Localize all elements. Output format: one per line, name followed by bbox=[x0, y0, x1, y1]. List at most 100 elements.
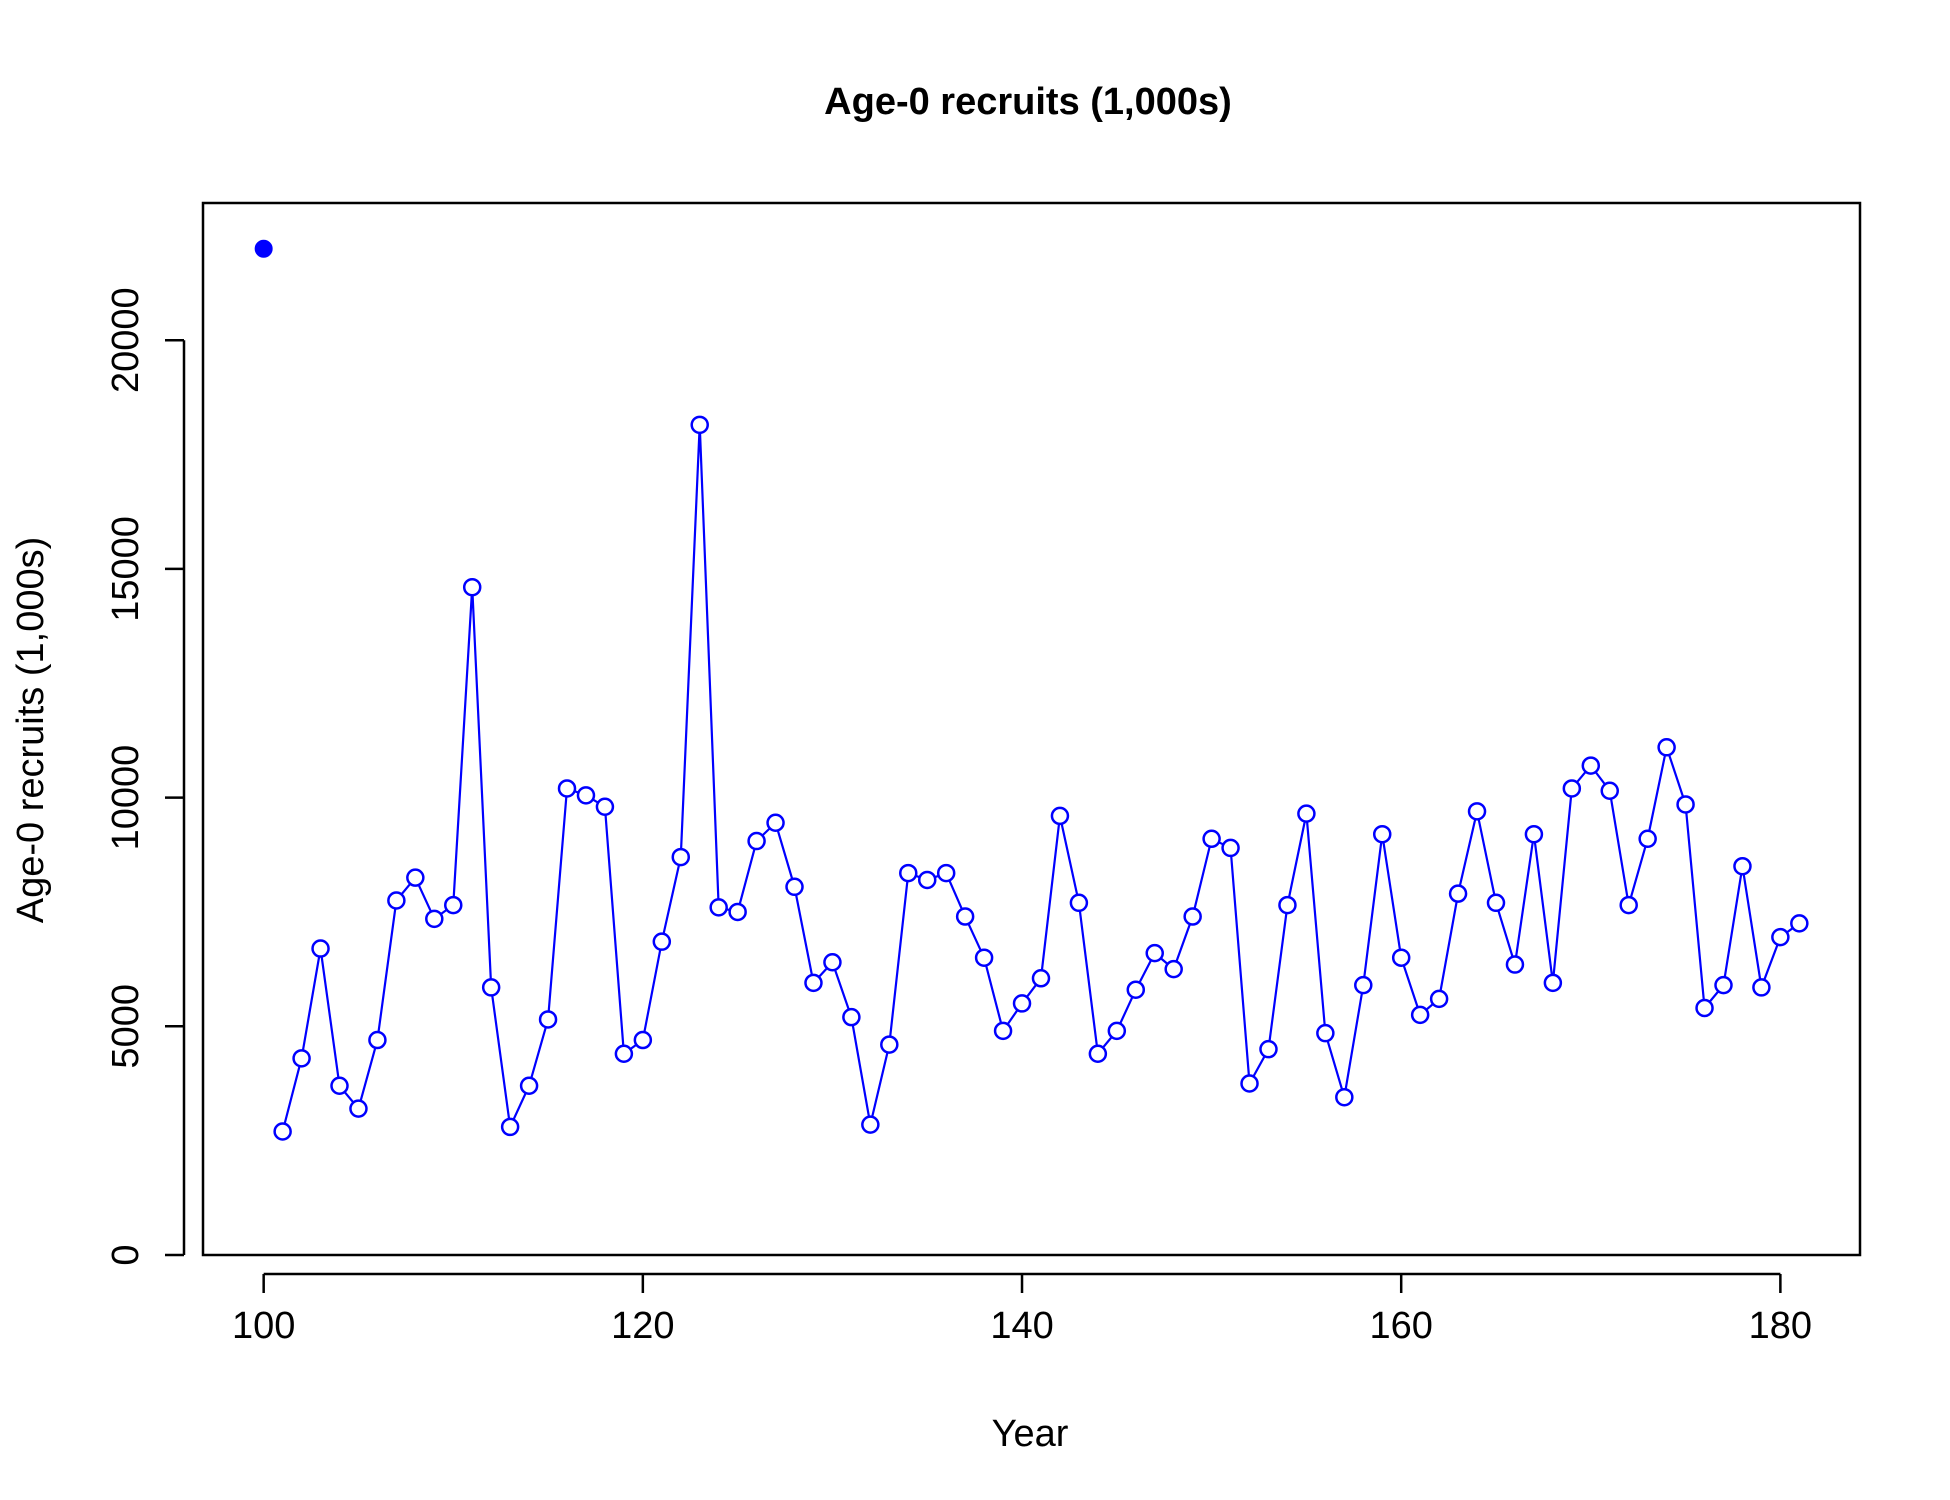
data-point bbox=[1619, 895, 1638, 915]
data-point bbox=[1259, 1039, 1278, 1059]
data-point bbox=[955, 907, 975, 926]
y-tick-label: 5000 bbox=[105, 984, 147, 1069]
x-axis: 100 120 140 160 180 bbox=[232, 1272, 1812, 1347]
data-point bbox=[462, 577, 482, 597]
data-point bbox=[1486, 893, 1506, 913]
data-point bbox=[1543, 973, 1563, 993]
data-point bbox=[1771, 927, 1790, 947]
data-point bbox=[368, 1030, 387, 1050]
data-point bbox=[1657, 738, 1676, 757]
data-point bbox=[1012, 994, 1032, 1013]
data-point bbox=[1676, 795, 1695, 814]
data-point bbox=[1600, 781, 1619, 800]
data-point bbox=[1562, 779, 1582, 798]
data-point bbox=[1581, 756, 1601, 775]
data-point bbox=[1524, 824, 1544, 844]
x-tick-label: 160 bbox=[1369, 1305, 1432, 1347]
data-point bbox=[614, 1044, 634, 1063]
x-tick-label: 100 bbox=[232, 1305, 295, 1347]
data-point bbox=[1126, 980, 1146, 999]
data-point bbox=[1240, 1074, 1259, 1093]
data-point bbox=[349, 1099, 368, 1118]
data-point bbox=[936, 863, 956, 883]
data-point bbox=[1790, 914, 1809, 933]
data-point bbox=[444, 895, 463, 915]
data-point bbox=[1202, 829, 1221, 849]
data-point bbox=[690, 415, 709, 435]
data-point bbox=[1335, 1087, 1354, 1107]
data-point bbox=[1752, 978, 1771, 997]
data-point bbox=[1695, 998, 1714, 1018]
data-point bbox=[557, 779, 577, 798]
data-point bbox=[728, 902, 747, 922]
y-tick-label: 10000 bbox=[105, 745, 147, 851]
data-point bbox=[1069, 893, 1089, 913]
y-tick-label: 20000 bbox=[105, 287, 147, 393]
data-point bbox=[880, 1035, 899, 1054]
data-point bbox=[842, 1007, 861, 1027]
data-point bbox=[481, 978, 501, 997]
data-point bbox=[1714, 975, 1733, 995]
data-point bbox=[1297, 804, 1316, 823]
data-point bbox=[785, 877, 804, 897]
x-tick-label: 120 bbox=[611, 1305, 674, 1347]
data-point bbox=[1505, 955, 1525, 974]
data-point bbox=[899, 863, 918, 883]
data-point bbox=[595, 797, 615, 817]
series-layer bbox=[254, 239, 1809, 1141]
data-point bbox=[425, 909, 444, 929]
data-point bbox=[633, 1030, 653, 1050]
data-point bbox=[1429, 989, 1449, 1009]
x-tick-label: 180 bbox=[1749, 1305, 1812, 1347]
data-point bbox=[1448, 884, 1468, 903]
data-point bbox=[1467, 802, 1487, 821]
data-point bbox=[1145, 943, 1164, 963]
data-point bbox=[766, 813, 785, 833]
data-point bbox=[1088, 1044, 1108, 1063]
plot-frame bbox=[201, 201, 1862, 1257]
data-point bbox=[1391, 948, 1411, 967]
data-point bbox=[576, 786, 596, 805]
initial-point bbox=[254, 239, 273, 258]
data-point bbox=[311, 939, 330, 958]
data-point bbox=[1410, 1005, 1430, 1025]
data-point bbox=[387, 891, 406, 910]
data-point bbox=[993, 1021, 1013, 1041]
data-point bbox=[330, 1076, 349, 1096]
data-point bbox=[292, 1049, 311, 1068]
data-point bbox=[804, 973, 823, 993]
data-point bbox=[1354, 975, 1373, 995]
chart-title: Age-0 recruits (1,000s) bbox=[824, 81, 1232, 123]
data-point bbox=[652, 932, 672, 951]
data-point bbox=[406, 868, 425, 887]
data-point bbox=[1316, 1023, 1335, 1043]
data-point bbox=[519, 1076, 539, 1096]
data-point bbox=[1050, 806, 1070, 826]
data-point bbox=[917, 870, 937, 890]
data-point bbox=[1638, 829, 1657, 849]
data-point bbox=[1372, 824, 1392, 844]
x-tick-label: 140 bbox=[990, 1305, 1053, 1347]
data-point bbox=[1031, 969, 1051, 988]
y-axis-label: Age-0 recruits (1,000s) bbox=[10, 537, 52, 924]
data-point bbox=[671, 847, 691, 867]
x-axis-label: Year bbox=[992, 1413, 1069, 1455]
y-axis: 0 5000 10000 15000 20000 bbox=[105, 287, 186, 1266]
data-point bbox=[1183, 907, 1202, 926]
data-point bbox=[974, 948, 994, 967]
data-point bbox=[273, 1122, 292, 1141]
data-point bbox=[1164, 959, 1183, 979]
y-tick-label: 0 bbox=[105, 1244, 147, 1265]
data-point bbox=[1278, 895, 1297, 915]
series-line bbox=[281, 424, 1800, 1132]
data-point bbox=[1221, 838, 1240, 858]
data-point bbox=[500, 1117, 520, 1137]
data-point bbox=[709, 898, 728, 917]
data-point bbox=[823, 953, 842, 972]
data-point bbox=[538, 1010, 558, 1029]
data-point bbox=[1733, 856, 1752, 876]
data-point bbox=[861, 1115, 880, 1134]
data-point bbox=[747, 831, 766, 851]
data-point bbox=[1107, 1021, 1127, 1041]
